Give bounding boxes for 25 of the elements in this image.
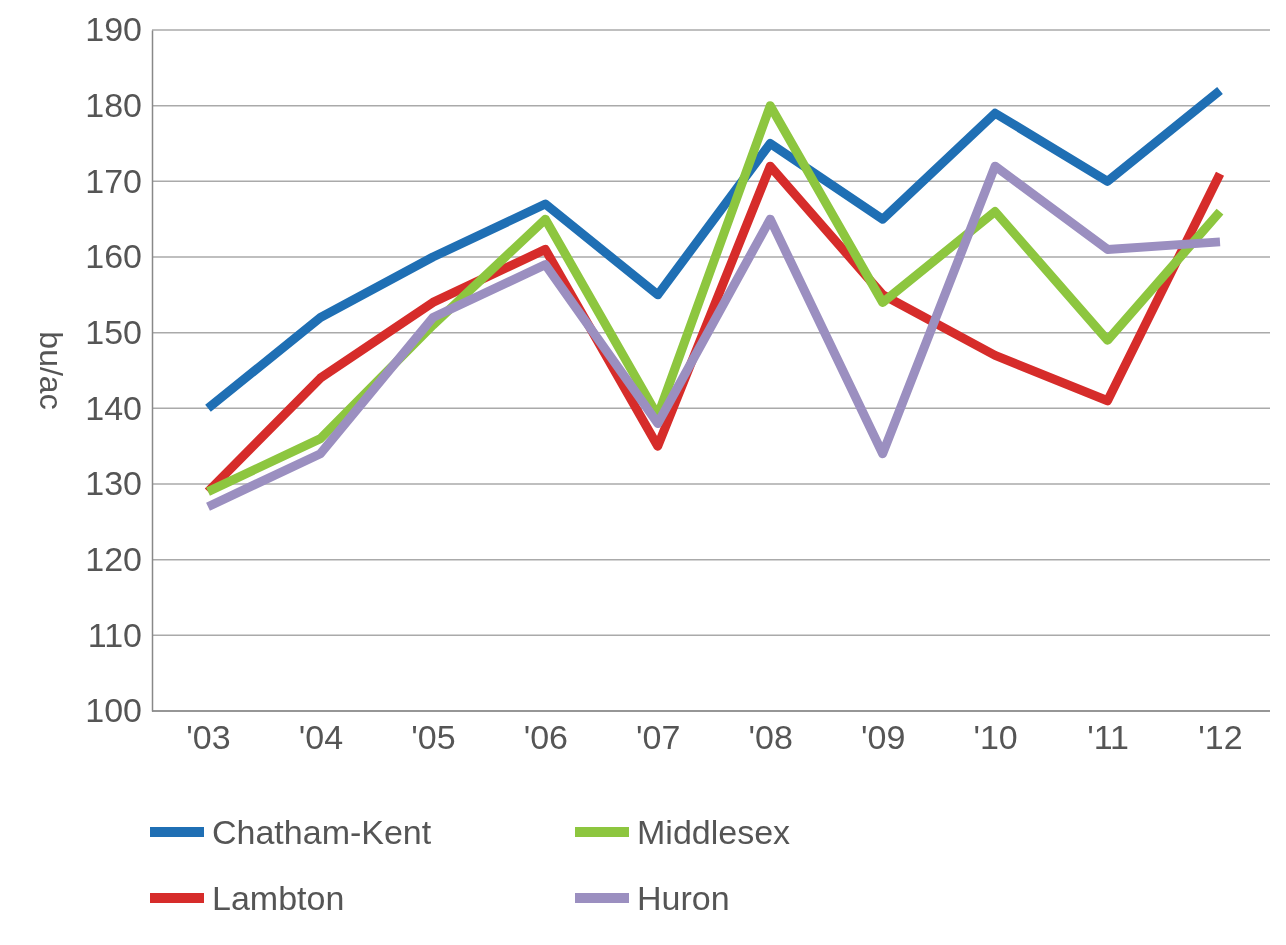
- y-tick-label: 110: [87, 615, 142, 654]
- y-tick-label: 100: [85, 691, 142, 730]
- y-tick-label: 150: [85, 313, 142, 352]
- y-tick-label: 180: [85, 86, 142, 125]
- legend-label: Huron: [637, 879, 730, 917]
- x-tick-label: '05: [411, 718, 456, 757]
- legend-label: Chatham-Kent: [212, 813, 432, 851]
- y-tick-label: 170: [85, 161, 142, 200]
- y-tick-label: 190: [85, 10, 142, 49]
- x-tick-label: '06: [523, 718, 568, 757]
- y-tick-label: 120: [85, 540, 142, 579]
- x-tick-label: '03: [186, 718, 231, 757]
- x-tick-label: '04: [298, 718, 344, 757]
- x-tick-label: '10: [973, 718, 1018, 757]
- y-tick-label: 160: [85, 237, 142, 276]
- legend-label: Lambton: [212, 879, 345, 917]
- legend-label: Middlesex: [637, 813, 791, 851]
- y-tick-label: 130: [85, 464, 142, 503]
- x-tick-label: '08: [748, 718, 793, 757]
- x-tick-label: '09: [861, 718, 906, 757]
- y-tick-label: 140: [85, 388, 142, 427]
- x-tick-label: '07: [636, 718, 681, 757]
- x-tick-label: '12: [1198, 718, 1243, 757]
- y-axis-title: bu/ac: [33, 331, 69, 410]
- x-tick-label: '11: [1087, 718, 1129, 757]
